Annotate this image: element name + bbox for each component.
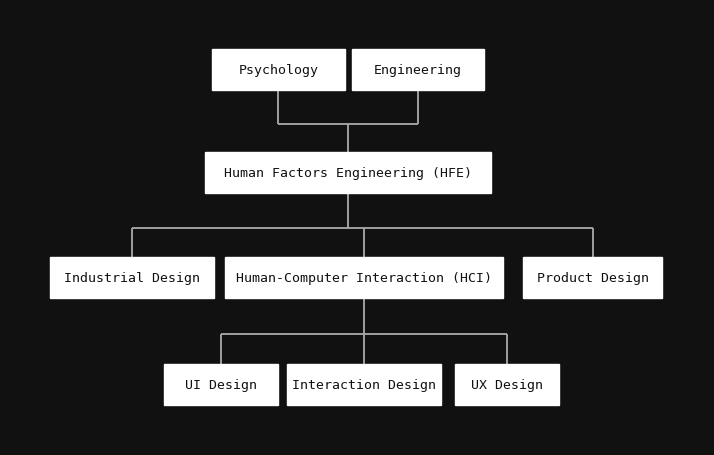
Text: Engineering: Engineering <box>373 64 462 77</box>
Text: Interaction Design: Interaction Design <box>292 378 436 391</box>
Text: UX Design: UX Design <box>471 378 543 391</box>
Text: Human-Computer Interaction (HCI): Human-Computer Interaction (HCI) <box>236 271 492 284</box>
Text: Product Design: Product Design <box>537 271 648 284</box>
FancyBboxPatch shape <box>205 152 491 193</box>
FancyBboxPatch shape <box>213 50 344 91</box>
FancyBboxPatch shape <box>456 364 558 405</box>
FancyBboxPatch shape <box>351 50 484 91</box>
Text: Industrial Design: Industrial Design <box>64 271 200 284</box>
FancyBboxPatch shape <box>225 257 503 298</box>
Text: Psychology: Psychology <box>238 64 318 77</box>
FancyBboxPatch shape <box>50 257 214 298</box>
FancyBboxPatch shape <box>287 364 441 405</box>
Text: UI Design: UI Design <box>186 378 257 391</box>
Text: Human Factors Engineering (HFE): Human Factors Engineering (HFE) <box>223 167 472 179</box>
FancyBboxPatch shape <box>164 364 278 405</box>
FancyBboxPatch shape <box>523 257 663 298</box>
